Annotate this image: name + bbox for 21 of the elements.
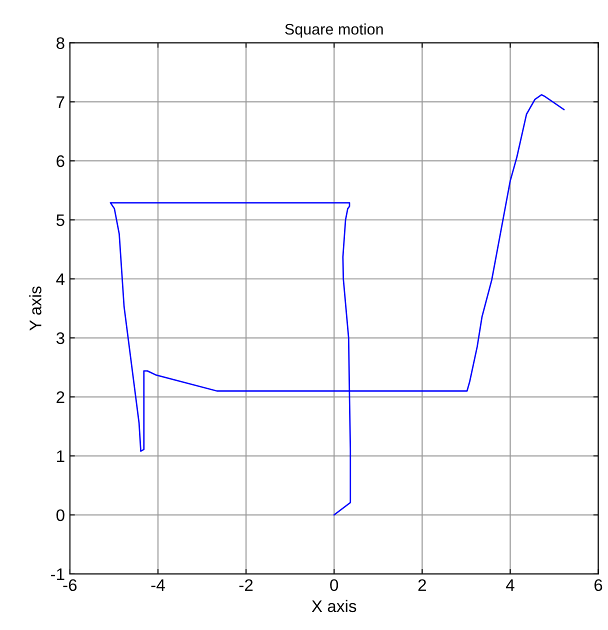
y-tick-label: 2 <box>56 391 64 403</box>
x-tick-label: 6 <box>594 579 602 592</box>
x-tick-label: -6 <box>63 579 77 592</box>
y-tick-label: -1 <box>50 568 64 580</box>
x-tick-label: -4 <box>151 579 165 591</box>
line-series <box>110 94 565 516</box>
y-tick-label: 0 <box>56 509 64 522</box>
y-tick-label: 4 <box>56 273 65 285</box>
x-tick-label: 2 <box>418 579 426 591</box>
x-tick-label: 0 <box>330 579 338 592</box>
y-tick-label: 5 <box>56 214 64 226</box>
x-axis-title: X axis <box>312 600 356 612</box>
x-tick-label: -2 <box>239 579 253 591</box>
y-tick-label: 3 <box>56 332 64 344</box>
y-tick-label: 1 <box>57 450 64 462</box>
y-tick-label: 7 <box>56 96 64 108</box>
y-axis-title: Y axis <box>29 286 42 331</box>
y-tick-label: 6 <box>56 155 64 168</box>
chart-title: Square motion <box>285 23 383 38</box>
x-tick-label: 4 <box>506 579 514 591</box>
y-tick-label: 8 <box>56 37 64 50</box>
